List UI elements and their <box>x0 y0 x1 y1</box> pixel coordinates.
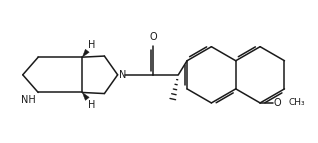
Text: O: O <box>274 98 281 108</box>
Text: N: N <box>119 70 126 80</box>
Polygon shape <box>82 49 89 57</box>
Text: H: H <box>88 40 96 50</box>
Text: CH₃: CH₃ <box>288 98 305 107</box>
Polygon shape <box>82 93 89 100</box>
Text: O: O <box>149 32 157 42</box>
Text: NH: NH <box>21 95 36 105</box>
Text: H: H <box>88 100 96 110</box>
